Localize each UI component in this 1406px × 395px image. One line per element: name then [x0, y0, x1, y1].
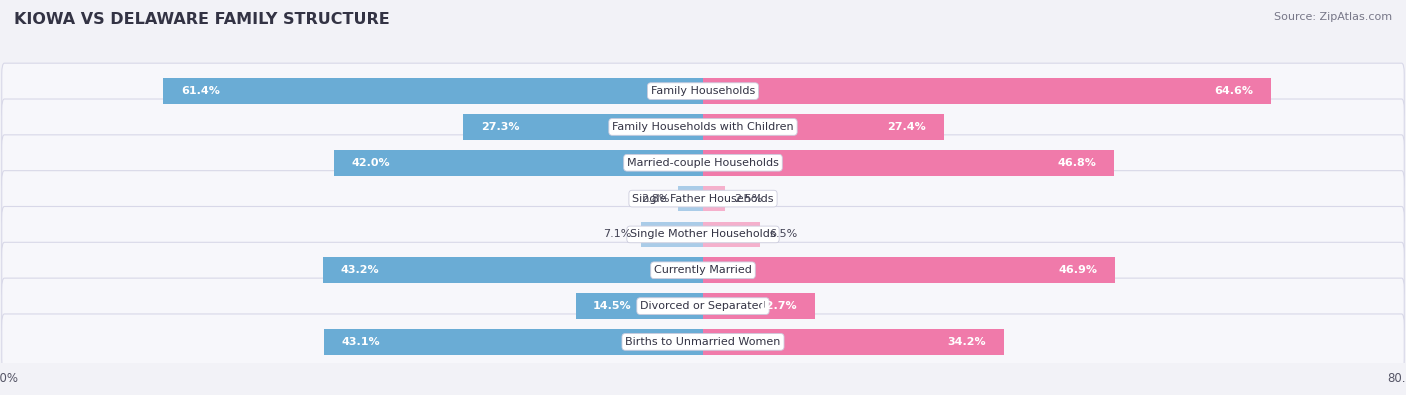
FancyBboxPatch shape	[1, 63, 1405, 119]
Bar	[703, 258, 1115, 283]
Bar	[325, 329, 703, 355]
Bar	[641, 222, 703, 247]
Text: 27.3%: 27.3%	[481, 122, 519, 132]
Text: 61.4%: 61.4%	[181, 86, 219, 96]
Text: 6.5%: 6.5%	[769, 229, 797, 239]
Text: Single Mother Households: Single Mother Households	[630, 229, 776, 239]
Bar	[703, 150, 1114, 176]
Bar	[323, 258, 703, 283]
Text: 42.0%: 42.0%	[352, 158, 389, 168]
Bar	[703, 78, 1271, 104]
Text: 46.9%: 46.9%	[1059, 265, 1098, 275]
FancyBboxPatch shape	[1, 314, 1405, 370]
Text: Currently Married: Currently Married	[654, 265, 752, 275]
FancyBboxPatch shape	[1, 135, 1405, 191]
Text: Family Households with Children: Family Households with Children	[612, 122, 794, 132]
Text: 64.6%: 64.6%	[1215, 86, 1253, 96]
Bar	[703, 186, 725, 211]
Text: 43.2%: 43.2%	[340, 265, 380, 275]
FancyBboxPatch shape	[1, 242, 1405, 298]
Bar	[703, 114, 943, 140]
Text: 43.1%: 43.1%	[342, 337, 381, 347]
Text: Births to Unmarried Women: Births to Unmarried Women	[626, 337, 780, 347]
Text: 2.8%: 2.8%	[641, 194, 669, 203]
Bar	[678, 186, 703, 211]
Bar	[463, 114, 703, 140]
Text: Divorced or Separated: Divorced or Separated	[640, 301, 766, 311]
Bar	[163, 78, 703, 104]
Text: 34.2%: 34.2%	[948, 337, 986, 347]
Bar	[703, 222, 761, 247]
Text: 12.7%: 12.7%	[758, 301, 797, 311]
Bar	[703, 329, 1004, 355]
FancyBboxPatch shape	[1, 278, 1405, 334]
Text: KIOWA VS DELAWARE FAMILY STRUCTURE: KIOWA VS DELAWARE FAMILY STRUCTURE	[14, 12, 389, 27]
Bar	[575, 293, 703, 319]
Text: 14.5%: 14.5%	[593, 301, 631, 311]
Text: Single Father Households: Single Father Households	[633, 194, 773, 203]
FancyBboxPatch shape	[1, 207, 1405, 262]
Text: Source: ZipAtlas.com: Source: ZipAtlas.com	[1274, 12, 1392, 22]
FancyBboxPatch shape	[1, 99, 1405, 155]
Text: 27.4%: 27.4%	[887, 122, 927, 132]
Bar	[335, 150, 703, 176]
Text: 46.8%: 46.8%	[1057, 158, 1097, 168]
Text: 7.1%: 7.1%	[603, 229, 631, 239]
FancyBboxPatch shape	[1, 171, 1405, 227]
Bar	[703, 293, 814, 319]
Text: Family Households: Family Households	[651, 86, 755, 96]
Text: 2.5%: 2.5%	[734, 194, 762, 203]
Text: Married-couple Households: Married-couple Households	[627, 158, 779, 168]
